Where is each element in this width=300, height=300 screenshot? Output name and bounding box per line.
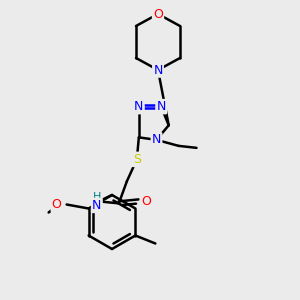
Text: N: N	[134, 100, 143, 113]
Text: S: S	[133, 153, 141, 166]
Text: H: H	[93, 192, 101, 203]
Text: N: N	[152, 134, 161, 146]
Text: N: N	[153, 64, 163, 76]
Text: N: N	[157, 100, 166, 113]
Text: O: O	[52, 198, 61, 211]
Text: O: O	[153, 8, 163, 20]
Text: O: O	[141, 195, 151, 208]
Text: N: N	[92, 199, 101, 212]
